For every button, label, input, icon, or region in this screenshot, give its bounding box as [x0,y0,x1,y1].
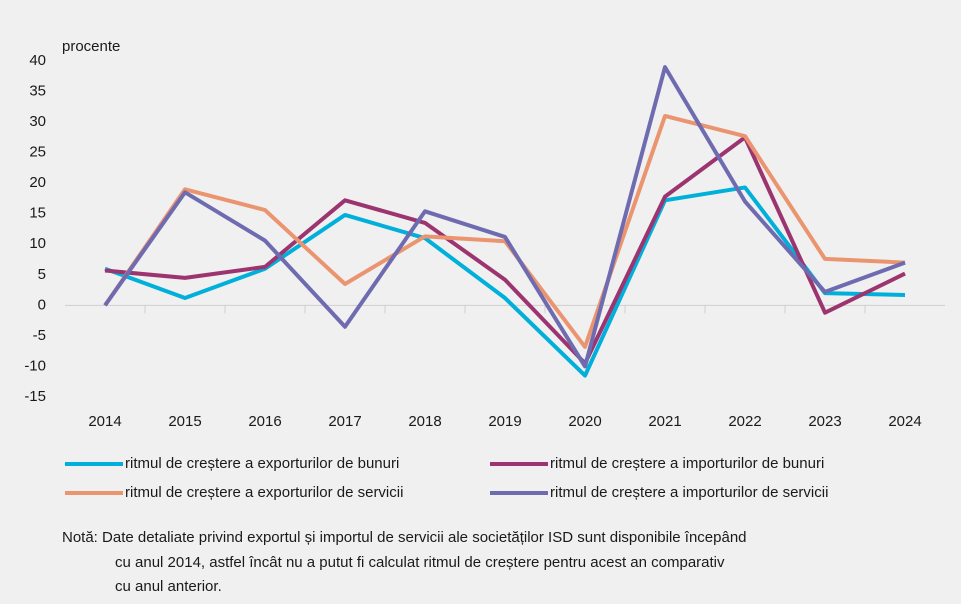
x-tick-label: 2022 [728,413,761,430]
y-tick-label: -5 [33,327,46,344]
legend-label: ritmul de creștere a importurilor de ser… [550,484,828,501]
y-tick-label: 0 [38,296,46,313]
legend-label: ritmul de creștere a importurilor de bun… [550,455,824,472]
series-line [104,135,906,366]
y-tick-label: 20 [29,174,46,191]
y-tick-label: 40 [29,52,46,69]
y-tick-label: -15 [24,388,46,405]
series-line [104,185,906,378]
x-tick-label: 2020 [568,413,601,430]
x-tick-label: 2016 [248,413,281,430]
x-tick-label: 2021 [648,413,681,430]
x-tick-label: 2019 [488,413,521,430]
x-tick-label: 2014 [88,413,121,430]
x-tick-label: 2017 [328,413,361,430]
y-tick-label: 35 [29,83,46,100]
series-line [103,65,906,369]
x-tick-label: 2015 [168,413,201,430]
x-tick-label: 2024 [888,413,921,430]
y-tick-label: 10 [29,235,46,252]
y-tick-label: 15 [29,205,46,222]
y-tick-label: -10 [24,357,46,374]
note: Notă: Date detaliate privind exportul și… [62,529,747,546]
y-tick-label: 30 [29,113,46,130]
y-axis-label: procente [62,38,120,55]
legend-label: ritmul de creștere a exporturilor de ser… [125,484,403,501]
legend-label: ritmul de creștere a exporturilor de bun… [125,455,399,472]
y-tick-label: 5 [38,266,46,283]
x-tick-label: 2018 [408,413,441,430]
x-tick-label: 2023 [808,413,841,430]
y-tick-label: 25 [29,144,46,161]
note: cu anul 2014, astfel încât nu a putut fi… [115,554,725,571]
series-line [103,113,906,349]
note: cu anul anterior. [115,578,222,595]
